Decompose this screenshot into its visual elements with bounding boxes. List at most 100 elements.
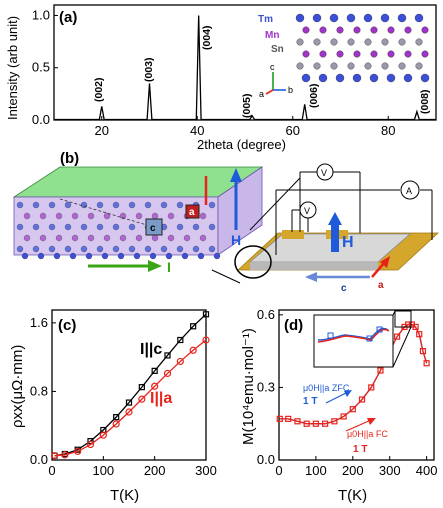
atom [199, 212, 207, 220]
x-tick-label: 80 [381, 123, 395, 138]
peak-label-006: (006) [308, 83, 320, 108]
atom [363, 13, 373, 23]
atom [87, 234, 95, 242]
atom [16, 245, 24, 253]
data-point [125, 399, 133, 406]
axis-a-label: a [259, 89, 264, 99]
atom [336, 50, 344, 58]
atom [112, 201, 120, 209]
atom [151, 212, 159, 220]
atom [167, 234, 175, 242]
x-tick-label: 40 [190, 123, 204, 138]
y-tick-label: 0.5 [32, 60, 50, 75]
panel-c-ylabel: ρxx(μΩ·mm) [9, 345, 26, 428]
atom [176, 223, 184, 231]
atom [213, 252, 221, 260]
data-point [393, 333, 401, 340]
atom [117, 252, 125, 260]
atom [64, 245, 72, 253]
atom [397, 13, 407, 23]
data-point [112, 420, 120, 428]
atom [386, 73, 396, 83]
atom [101, 252, 109, 260]
data-point [176, 357, 184, 366]
atom [336, 26, 344, 34]
atom [335, 73, 345, 83]
atom [112, 245, 120, 253]
atom [364, 62, 372, 70]
atom [23, 234, 31, 242]
crystal-block: c a H I [12, 166, 264, 275]
data-point [189, 346, 197, 354]
atom [135, 234, 143, 242]
atom [313, 62, 321, 70]
panel-d: (d) 0.0 0.3 0.6 0 100 200 300 400 M(10⁴emu·mol… [240, 307, 437, 504]
panel-d-xlabel: T(K) [338, 487, 367, 504]
atom [404, 50, 412, 58]
crystal-structure-inset: Tm Mn Sn [258, 13, 430, 83]
atom [160, 245, 168, 253]
data-point [164, 352, 171, 359]
data-point [125, 408, 133, 416]
atom [64, 201, 72, 209]
data-point [419, 348, 427, 355]
panel-c-label: (c) [58, 317, 76, 334]
crystal-a-label: a [189, 207, 195, 218]
atom [352, 73, 362, 83]
atom [318, 73, 328, 83]
legend-Ic: I||c [140, 341, 162, 358]
axis-b-label: b [288, 85, 293, 95]
data-point [340, 413, 347, 420]
axes-triad: c b a [259, 62, 293, 99]
data-point [331, 418, 338, 425]
atom [96, 223, 104, 231]
atom [421, 26, 429, 34]
zfc-label: μ0H||a ZFC [303, 383, 350, 393]
atom [364, 38, 372, 46]
x-tick-label: 0 [275, 463, 282, 478]
data-point [202, 311, 210, 318]
panel-c-frame [51, 309, 207, 461]
peak-label-004: (004) [201, 25, 213, 50]
data-point [377, 367, 384, 374]
atom [32, 223, 40, 231]
data-point [190, 323, 197, 330]
data-point [177, 336, 184, 344]
x-tick-label: 20 [95, 123, 109, 138]
panel-a-xlabel: 2theta (degree) [197, 137, 286, 152]
atom [39, 212, 47, 220]
mn-label: Mn [265, 30, 279, 41]
atom [296, 62, 304, 70]
data-point [86, 440, 95, 449]
atom [53, 252, 61, 260]
atom [199, 234, 207, 242]
atom [347, 38, 355, 46]
x-tick-label: 400 [416, 463, 438, 478]
atom [176, 245, 184, 253]
atom [112, 223, 120, 231]
atom [71, 212, 79, 220]
atom [128, 223, 136, 231]
atom [302, 26, 310, 34]
peak-label-002: (002) [93, 77, 105, 102]
atom [21, 252, 29, 260]
atom [135, 212, 143, 220]
data-point [416, 331, 423, 338]
data-point [151, 382, 159, 390]
data-point [61, 451, 69, 459]
atom [208, 245, 216, 253]
atom [160, 201, 168, 209]
y-tick-label: 0.8 [30, 383, 48, 398]
y-tick-label: 1.6 [30, 315, 48, 330]
atom [404, 26, 412, 34]
atom [151, 234, 159, 242]
crystal-c-label: c [150, 223, 156, 234]
atom [48, 245, 56, 253]
data-point [50, 452, 59, 460]
data-point [412, 323, 419, 331]
data-point [202, 336, 210, 344]
peak-label-008: (008) [419, 89, 431, 114]
atom [353, 26, 361, 34]
data-point [285, 415, 292, 422]
panel-b: (b) c a H I [12, 150, 440, 294]
